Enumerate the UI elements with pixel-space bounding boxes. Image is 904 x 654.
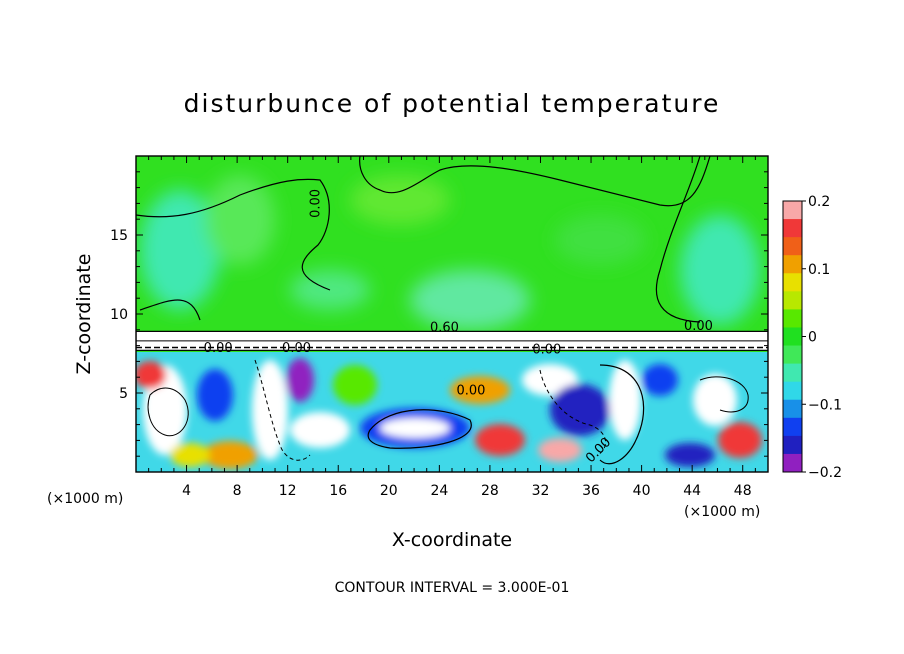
x-axis: 4 8 12 16 20 24 28 32 36 40 44 48 bbox=[148, 156, 756, 499]
colorbar-swatch bbox=[783, 201, 802, 220]
field-patch bbox=[350, 175, 450, 225]
colorbar-swatch bbox=[783, 255, 802, 274]
x-unit-label: (×1000 m) bbox=[684, 504, 760, 520]
x-tick-label: 40 bbox=[633, 483, 651, 499]
field-patch bbox=[693, 374, 737, 426]
field-patch bbox=[410, 270, 530, 330]
x-axis-label: X-coordinate bbox=[392, 529, 512, 551]
colorbar-swatch bbox=[783, 417, 802, 437]
y-axis-label: Z-coordinate bbox=[73, 254, 95, 375]
x-tick-label: 36 bbox=[582, 483, 600, 499]
field-patch bbox=[450, 376, 510, 404]
x-tick-label: 16 bbox=[329, 483, 347, 499]
colorbar: 0.2 0.1 0 −0.1 −0.2 bbox=[782, 194, 842, 481]
field-patch bbox=[555, 215, 645, 265]
contour-label: 0.60 bbox=[430, 320, 459, 335]
plot-area bbox=[136, 156, 768, 472]
contour-line bbox=[699, 376, 749, 413]
colorbar-swatch bbox=[783, 291, 802, 310]
contour-line bbox=[655, 156, 701, 323]
colorbar-swatch bbox=[783, 381, 802, 401]
lower-field bbox=[136, 358, 762, 469]
y-tick-label: 5 bbox=[119, 386, 128, 402]
x-tick-label: 8 bbox=[233, 483, 242, 499]
contour-line bbox=[136, 178, 331, 291]
field-patch bbox=[333, 365, 377, 405]
x-tick-label: 32 bbox=[532, 483, 550, 499]
field-patch bbox=[286, 358, 314, 402]
y-axis: 5 10 15 bbox=[110, 171, 768, 457]
field-patch bbox=[642, 364, 678, 396]
x-tick-label: 4 bbox=[182, 483, 191, 499]
x-tick-label: 28 bbox=[481, 483, 499, 499]
field-patch bbox=[136, 361, 166, 389]
field-patch bbox=[522, 364, 578, 396]
x-tick-label: 20 bbox=[380, 483, 398, 499]
colorbar-swatch bbox=[783, 435, 802, 455]
field-patch bbox=[140, 190, 220, 310]
colorbar-swatch bbox=[783, 219, 802, 238]
chart-title: disturbunce of potential temperature bbox=[184, 89, 721, 118]
field-patch bbox=[290, 412, 350, 448]
field-patch bbox=[252, 360, 288, 460]
colorbar-swatch bbox=[783, 327, 802, 347]
contour-line bbox=[139, 299, 201, 321]
colorbar-tick-label: 0 bbox=[808, 330, 817, 346]
x-tick-label: 24 bbox=[430, 483, 448, 499]
field-patch bbox=[550, 384, 610, 436]
field-patch bbox=[170, 443, 210, 467]
contour-label: 0.00 bbox=[204, 341, 233, 356]
colorbar-tick-label: −0.2 bbox=[808, 465, 842, 481]
field-patch bbox=[538, 438, 582, 462]
colorbar-swatch bbox=[783, 453, 802, 473]
field-patch bbox=[197, 369, 233, 421]
field-patch bbox=[680, 215, 760, 325]
colorbar-swatch bbox=[783, 309, 802, 328]
contour-label: 0.00 bbox=[308, 189, 323, 218]
y-tick-label: 10 bbox=[110, 307, 128, 323]
field-patch bbox=[202, 441, 258, 469]
contour-label: 0.00 bbox=[456, 384, 485, 399]
contour-label: 0.00 bbox=[282, 341, 311, 356]
x-tick-label: 12 bbox=[279, 483, 297, 499]
colorbar-tick-label: 0.1 bbox=[808, 262, 830, 278]
colorbar-swatch bbox=[783, 363, 802, 383]
field-patch bbox=[665, 443, 715, 467]
contour-line bbox=[359, 156, 711, 207]
colorbar-swatch bbox=[783, 273, 802, 292]
contour-interval-note: CONTOUR INTERVAL = 3.000E-01 bbox=[335, 580, 570, 596]
colorbar-swatch bbox=[783, 237, 802, 256]
contour-label: 0.00 bbox=[684, 319, 713, 334]
x-tick-label: 44 bbox=[683, 483, 701, 499]
field-patch bbox=[609, 360, 641, 440]
colorbar-tick-label: 0.2 bbox=[808, 194, 830, 210]
contour-line bbox=[367, 409, 472, 449]
y-tick-label: 15 bbox=[110, 228, 128, 244]
colorbar-swatch bbox=[783, 399, 802, 419]
colorbar-tick-label: −0.1 bbox=[808, 397, 842, 413]
y-unit-label: (×1000 m) bbox=[47, 491, 123, 507]
contour-label: 0.00 bbox=[532, 343, 561, 358]
contour-line bbox=[147, 387, 189, 437]
contour-labels: 0.000.600.00 0.00 0.000.000.000.00 bbox=[204, 189, 713, 466]
contour-line bbox=[599, 364, 645, 465]
contour-line bbox=[254, 359, 311, 461]
colorbar-swatch bbox=[783, 345, 802, 365]
field-patch bbox=[718, 422, 762, 458]
field-patch bbox=[380, 418, 450, 438]
contour-line bbox=[539, 369, 607, 456]
field-patch bbox=[205, 175, 275, 265]
field-patch bbox=[475, 424, 525, 456]
x-tick-label: 48 bbox=[734, 483, 752, 499]
